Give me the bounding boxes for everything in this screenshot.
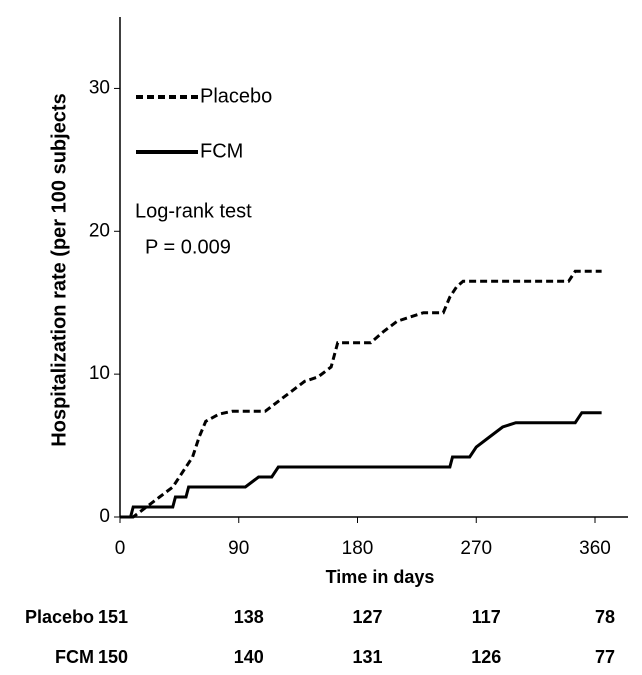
x-tick-label: 90 (228, 538, 249, 559)
y-tick-label: 20 (89, 220, 110, 241)
risk-value: 131 (352, 647, 382, 667)
x-axis-label: Time in days (326, 567, 435, 587)
y-tick-label: 0 (99, 506, 110, 527)
risk-value: 150 (98, 647, 128, 667)
risk-value: 78 (595, 607, 615, 627)
annotation: P = 0.009 (145, 236, 231, 258)
y-axis-label: Hospitalization rate (per 100 subjects (48, 93, 70, 446)
x-tick-label: 180 (342, 538, 374, 559)
y-tick-label: 10 (89, 363, 110, 384)
y-tick-label: 30 (89, 77, 110, 98)
risk-value: 140 (234, 647, 264, 667)
legend-label: Placebo (200, 85, 272, 107)
series-line (120, 411, 602, 519)
series-line (120, 269, 602, 519)
x-tick-label: 270 (460, 538, 492, 559)
risk-value: 138 (234, 607, 264, 627)
risk-row-label: Placebo (25, 607, 94, 627)
x-tick-label: 360 (579, 538, 611, 559)
risk-value: 117 (472, 607, 501, 627)
risk-value: 126 (471, 647, 501, 667)
risk-row-label: FCM (55, 647, 94, 667)
annotation: Log-rank test (135, 200, 252, 222)
risk-value: 151 (98, 607, 128, 627)
legend-label: FCM (200, 140, 243, 162)
x-tick-label: 0 (115, 538, 126, 559)
risk-value: 77 (595, 647, 615, 667)
risk-value: 127 (352, 607, 382, 627)
